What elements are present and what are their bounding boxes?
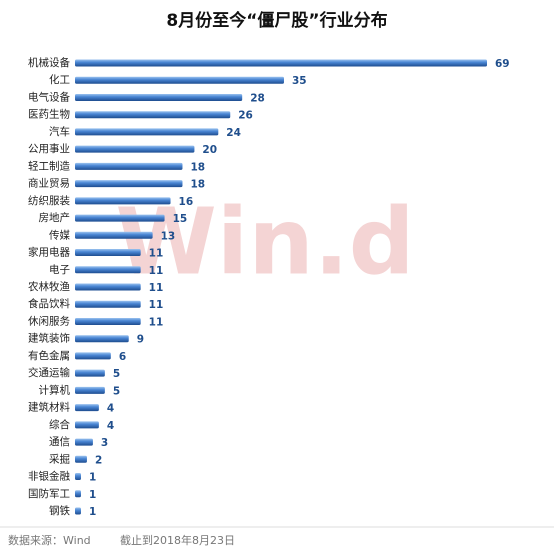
value-label: 28 <box>250 92 265 104</box>
value-label: 69 <box>495 58 510 70</box>
bar <box>75 180 183 188</box>
category-label: 医药生物 <box>28 108 70 121</box>
value-label: 1 <box>89 506 96 518</box>
bar <box>75 507 81 515</box>
category-label: 非银金融 <box>28 470 70 483</box>
value-label: 9 <box>137 334 144 346</box>
category-label: 有色金属 <box>28 349 70 362</box>
bar <box>75 162 183 170</box>
bar <box>75 438 93 446</box>
bar <box>75 335 129 343</box>
bar <box>75 386 105 394</box>
value-label: 5 <box>113 385 120 397</box>
category-label: 汽车 <box>49 125 70 138</box>
bar <box>75 317 141 325</box>
value-label: 1 <box>89 489 96 501</box>
category-label: 化工 <box>49 73 70 86</box>
category-label: 机械设备 <box>28 56 70 69</box>
category-label: 综合 <box>49 418 70 431</box>
value-label: 11 <box>149 265 164 277</box>
category-label: 商业贸易 <box>28 177 70 190</box>
category-label: 纺织服装 <box>28 194 70 207</box>
category-label: 农林牧渔 <box>28 280 70 293</box>
bar <box>75 455 87 463</box>
value-label: 2 <box>95 454 102 466</box>
value-label: 11 <box>149 282 164 294</box>
value-label: 20 <box>202 144 217 156</box>
bar <box>75 421 99 429</box>
value-label: 11 <box>149 316 164 328</box>
bar <box>75 352 111 360</box>
category-label: 轻工制造 <box>28 159 70 172</box>
category-label: 电子 <box>49 263 70 276</box>
bar <box>75 404 99 412</box>
category-label: 采掘 <box>49 452 70 465</box>
category-label: 房地产 <box>39 211 71 224</box>
watermark: Win.d <box>115 188 414 295</box>
bar <box>75 249 141 257</box>
bar <box>75 266 141 274</box>
value-label: 26 <box>238 110 253 122</box>
value-label: 24 <box>226 127 241 139</box>
category-label: 建筑材料 <box>28 401 70 414</box>
source: 数据来源：Wind <box>8 533 91 547</box>
category-label: 计算机 <box>39 383 71 396</box>
bar <box>75 93 243 101</box>
value-label: 18 <box>190 161 205 173</box>
bar <box>75 59 487 67</box>
chart-title: 8月份至今“僵尸股”行业分布 <box>166 10 387 31</box>
date-note: 截止到2018年8月23日 <box>120 533 235 547</box>
bar <box>75 369 105 377</box>
bar <box>75 490 81 498</box>
category-label: 钢铁 <box>49 504 70 517</box>
category-label: 公用事业 <box>28 142 70 155</box>
value-label: 16 <box>179 196 194 208</box>
bar <box>75 283 141 291</box>
bar <box>75 214 165 222</box>
bar <box>75 300 141 308</box>
bar <box>75 231 153 239</box>
category-label: 国防军工 <box>28 487 70 500</box>
category-label: 休闲服务 <box>28 314 70 327</box>
value-label: 4 <box>107 420 114 432</box>
value-label: 5 <box>113 368 120 380</box>
value-label: 11 <box>149 248 164 260</box>
bar <box>75 76 284 84</box>
bar <box>75 145 195 153</box>
value-label: 4 <box>107 403 114 415</box>
bar <box>75 473 81 481</box>
category-label: 家用电器 <box>28 246 70 259</box>
value-label: 6 <box>119 351 126 363</box>
bar <box>75 111 231 119</box>
category-label: 食品饮料 <box>28 297 70 310</box>
value-label: 15 <box>173 213 188 225</box>
value-label: 18 <box>190 179 205 191</box>
category-label: 建筑装饰 <box>28 332 70 345</box>
value-label: 11 <box>149 299 164 311</box>
bar <box>75 128 219 136</box>
category-label: 通信 <box>49 436 70 448</box>
value-label: 3 <box>101 437 108 449</box>
value-label: 35 <box>292 75 307 87</box>
category-label: 电气设备 <box>28 90 70 103</box>
category-label: 交通运输 <box>28 366 70 379</box>
category-label: 传媒 <box>49 228 70 241</box>
value-label: 13 <box>161 230 176 242</box>
bar <box>75 197 171 205</box>
value-label: 1 <box>89 472 96 484</box>
